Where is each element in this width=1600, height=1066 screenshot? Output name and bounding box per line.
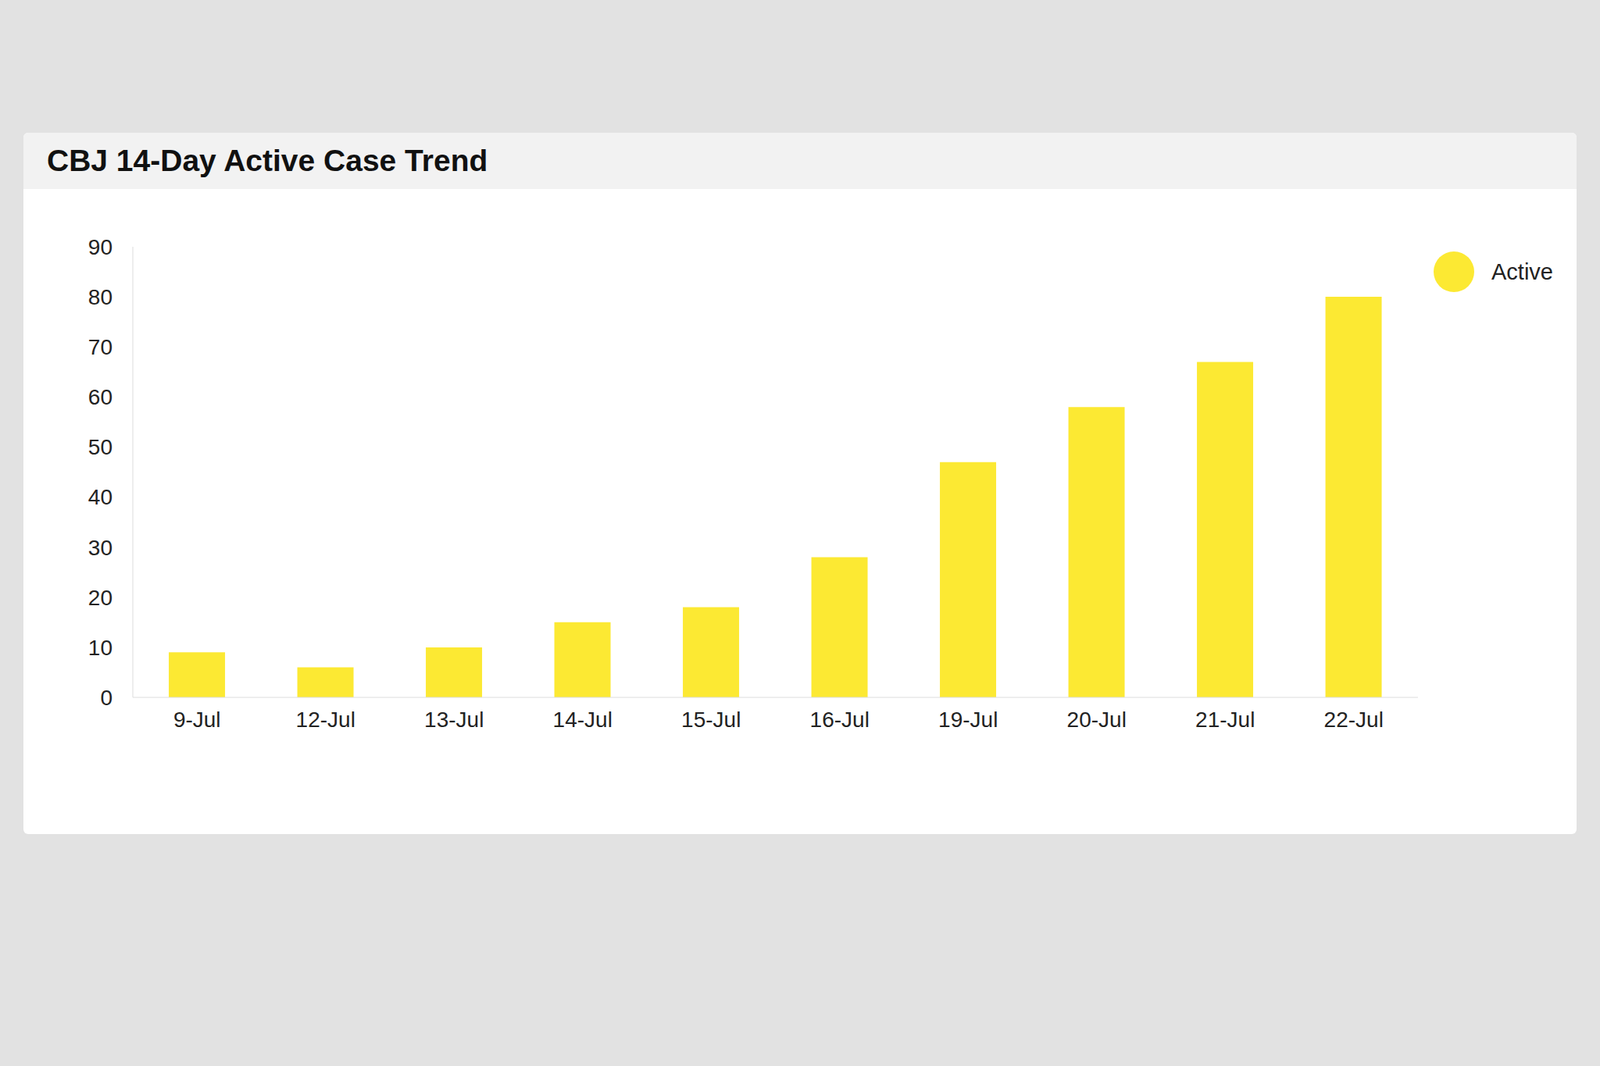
svg-text:20: 20	[88, 585, 113, 611]
svg-text:90: 90	[88, 235, 113, 260]
svg-text:50: 50	[88, 435, 113, 460]
svg-text:80: 80	[88, 285, 113, 310]
svg-text:60: 60	[88, 385, 113, 410]
svg-text:30: 30	[88, 535, 113, 561]
html-text:Active: Active	[1491, 258, 1554, 284]
svg-text:9-Jul: 9-Jul	[173, 707, 222, 733]
svg-text:13-Jul: 13-Jul	[424, 707, 484, 733]
svg-text:20-Jul: 20-Jul	[1067, 707, 1127, 733]
svg-text:21-Jul: 21-Jul	[1195, 707, 1255, 733]
svg-text:22-Jul: 22-Jul	[1324, 707, 1384, 733]
svg-text:70: 70	[88, 335, 113, 360]
svg-text:12-Jul: 12-Jul	[296, 707, 356, 733]
svg-text:16-Jul: 16-Jul	[810, 707, 870, 733]
svg-text:15-Jul: 15-Jul	[681, 707, 741, 733]
svg-text:19-Jul: 19-Jul	[938, 707, 998, 733]
svg-text:10: 10	[88, 635, 113, 661]
svg-text:14-Jul: 14-Jul	[553, 707, 613, 733]
svg-text:40: 40	[88, 485, 113, 510]
svg-text:0: 0	[100, 685, 113, 711]
html-text:CBJ 14-Day Active Case Trend: CBJ 14-Day Active Case Trend	[46, 143, 488, 178]
